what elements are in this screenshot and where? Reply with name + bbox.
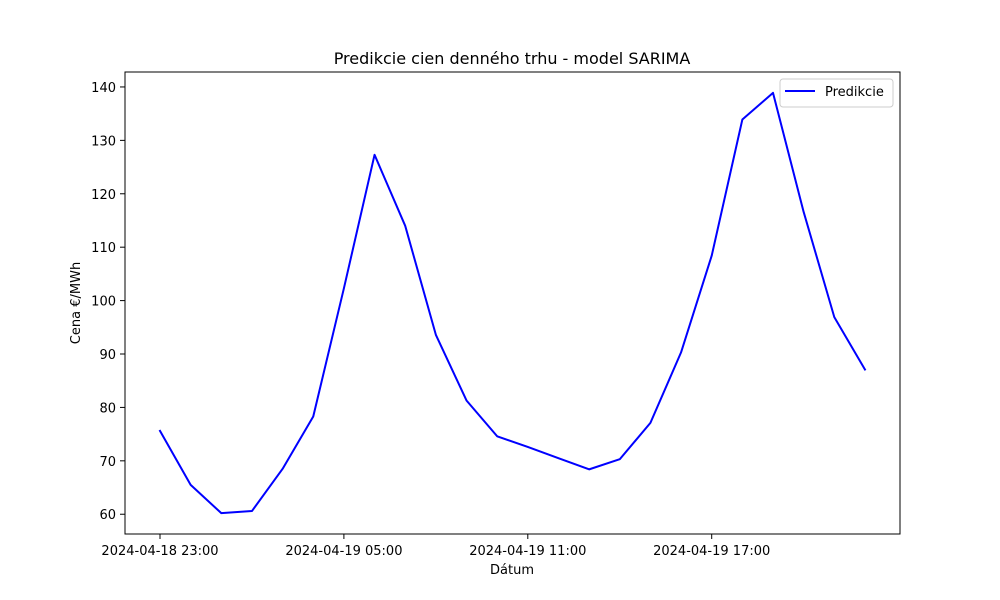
y-tick-label: 140 [91, 81, 116, 96]
x-tick-label: 2024-04-19 11:00 [469, 544, 586, 559]
y-tick-label: 120 [91, 188, 116, 203]
x-tick-label: 2024-04-19 05:00 [285, 544, 402, 559]
legend-label-predikcie: Predikcie [825, 85, 884, 100]
y-tick-label: 130 [91, 134, 116, 149]
legend: Predikcie [779, 78, 894, 108]
legend-box [779, 78, 894, 108]
y-tick-label: 60 [99, 508, 116, 523]
plot-frame [124, 71, 901, 535]
y-tick-label: 70 [99, 455, 116, 470]
x-tick-label: 2024-04-19 17:00 [653, 544, 770, 559]
y-tick-label: 100 [91, 295, 116, 310]
y-tick-label: 110 [91, 241, 116, 256]
y-tick-label: 80 [99, 401, 116, 416]
x-axis-label: Dátum [490, 563, 534, 578]
y-tick-label: 90 [99, 348, 116, 363]
chart-title: Predikcie cien denného trhu - model SARI… [334, 49, 691, 68]
x-tick-label: 2024-04-18 23:00 [101, 544, 218, 559]
y-axis-label: Cena €/MWh [69, 262, 84, 344]
x-axis-ticks: 2024-04-18 23:00 2024-04-19 05:00 2024-04-… [101, 534, 770, 559]
series-line-predikcie [158, 91, 867, 515]
y-axis-ticks: 60 70 80 90 100 110 120 130 140 [91, 81, 125, 523]
